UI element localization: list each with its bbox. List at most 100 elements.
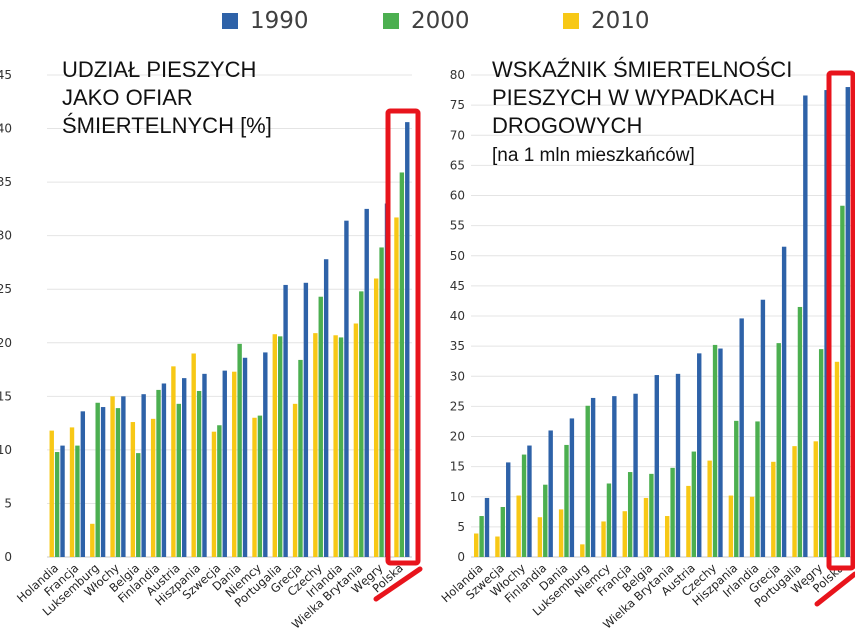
bar-holandia-2010 — [49, 430, 54, 557]
bar-hiszpania-2000 — [734, 420, 739, 557]
bar-grecja-2000 — [298, 359, 303, 557]
bar-grecja-1990 — [781, 246, 787, 557]
y-tick-label-25: 25 — [0, 282, 12, 296]
bar-austria-1990 — [182, 378, 187, 557]
bar-irlandia-1990 — [760, 299, 766, 557]
bar-niemcy-1990 — [612, 396, 617, 557]
y-tick-label-50: 50 — [450, 249, 465, 263]
bar-niemcy-2000 — [257, 415, 263, 557]
bar-irlandia-2010 — [749, 496, 755, 557]
bar-szwecja-2010 — [495, 536, 500, 557]
y-tick-label-35: 35 — [0, 175, 12, 189]
bar-austria-2010 — [686, 485, 691, 557]
bar-irlandia-2000 — [338, 337, 344, 557]
bar-francja-2010 — [69, 427, 75, 557]
bar-portugalia-2000 — [797, 306, 803, 557]
bar-francja-1990 — [633, 393, 638, 557]
bar-holandia-2010 — [474, 533, 479, 557]
chart-pedestrian-share: 051015202530354045HolandiaFrancjaLuksemb… — [0, 68, 423, 632]
legend-item-1990: 1990 — [222, 8, 309, 34]
y-tick-label-45: 45 — [450, 279, 465, 293]
bar-belgia-1990 — [141, 394, 146, 557]
y-axis: 0 5 10 15 20 25 30 35 40 45 50 55 60 65 70 75 80 — [450, 68, 853, 564]
bar-polska-2010 — [394, 217, 399, 558]
legend-swatch-2010 — [563, 13, 579, 29]
bar-polska-2010 — [834, 361, 840, 557]
bar-grecja-2010 — [771, 461, 776, 557]
chart-title-right-line-3: DROGOWYCH — [492, 113, 643, 138]
chart-title-left-line-3: ŚMIERTELNYCH [%] — [62, 113, 272, 138]
bar-finlandia-2000 — [543, 484, 548, 557]
bar-austria-1990 — [697, 353, 702, 557]
bar-wielka-brytania-1990 — [364, 208, 369, 557]
bar-polska-1990 — [845, 87, 850, 558]
bar-szwecja-2000 — [217, 425, 222, 557]
y-tick-label-60: 60 — [450, 189, 465, 203]
highlight-underline-polska — [814, 571, 855, 607]
bar-belgia-2000 — [136, 453, 141, 557]
bar-szwecja-2010 — [211, 431, 217, 557]
bar-niemcy-1990 — [263, 352, 268, 557]
y-tick-label-40: 40 — [0, 122, 12, 136]
bar-holandia-1990 — [484, 497, 490, 557]
bar-francja-2000 — [627, 472, 633, 557]
chart-title-right-line-4: [na 1 mln mieszkańców] — [492, 145, 695, 166]
bar-włochy-2010 — [110, 396, 115, 557]
bar-irlandia-2000 — [755, 421, 760, 557]
bar-hiszpania-1990 — [739, 318, 744, 557]
bar-włochy-1990 — [121, 396, 126, 557]
legend-item-2010: 2010 — [563, 8, 650, 34]
legend-item-2000: 2000 — [383, 8, 470, 34]
legend: 1990 2000 2010 — [0, 8, 855, 38]
bar-finlandia-2000 — [156, 389, 161, 557]
bar-hiszpania-2000 — [196, 390, 202, 557]
y-tick-label-70: 70 — [450, 128, 465, 142]
bar-luksemburg-1990 — [590, 397, 596, 557]
y-tick-label-10: 10 — [0, 443, 12, 457]
chart-title-right-line-1: WSKAŹNIK ŚMIERTELNOŚCI — [492, 57, 793, 82]
bar-holandia-2000 — [479, 516, 484, 557]
legend-swatch-1990 — [222, 13, 238, 29]
bar-czechy-1990 — [323, 259, 329, 557]
bar-polska-2000 — [399, 172, 405, 557]
bar-belgia-2010 — [643, 497, 649, 557]
bar-portugalia-2000 — [277, 336, 283, 557]
bar-luksemburg-1990 — [100, 407, 106, 557]
bar-grecja-2000 — [776, 343, 781, 557]
bar-wielka-brytania-2000 — [670, 467, 675, 557]
bar-szwecja-2000 — [500, 506, 506, 557]
legend-swatch-2000 — [383, 13, 399, 29]
bar-niemcy-2010 — [601, 521, 606, 557]
chart-title-right-line-2: PIESZYCH W WYPADKACH — [492, 85, 776, 110]
bar-irlandia-2010 — [333, 335, 338, 557]
bar-czechy-2000 — [318, 296, 323, 557]
y-tick-label-55: 55 — [450, 219, 465, 233]
y-tick-label-30: 30 — [450, 369, 465, 383]
bar-polska-2000 — [840, 205, 845, 557]
bar-hiszpania-1990 — [202, 373, 207, 557]
bar-finlandia-1990 — [161, 383, 167, 557]
y-tick-label-30: 30 — [0, 229, 12, 243]
bar-hiszpania-2010 — [191, 353, 196, 557]
highlight-underline-polska — [373, 566, 423, 602]
bar-czechy-1990 — [718, 348, 723, 557]
y-tick-label-80: 80 — [450, 68, 465, 82]
y-tick-label-5: 5 — [4, 496, 12, 510]
y-tick-label-40: 40 — [450, 309, 465, 323]
bar-francja-2010 — [622, 511, 627, 557]
legend-label-2010: 2010 — [591, 8, 650, 34]
bar-irlandia-1990 — [344, 220, 349, 557]
bar-portugalia-2010 — [272, 334, 277, 557]
bar-belgia-2010 — [130, 422, 136, 557]
chart-pedestrian-fatality-rate: 05101520253035404550556065707580Holandia… — [439, 68, 855, 632]
bar-luksemburg-2010 — [90, 523, 95, 557]
bar-czechy-2010 — [313, 333, 318, 557]
bar-szwecja-1990 — [222, 370, 227, 557]
bar-austria-2000 — [691, 451, 697, 557]
y-tick-label-0: 0 — [4, 550, 12, 564]
bar-włochy-2000 — [115, 408, 121, 557]
bar-grecja-2010 — [292, 403, 298, 557]
bar-portugalia-1990 — [803, 95, 808, 558]
bar-finlandia-2010 — [150, 418, 156, 557]
legend-label-2000: 2000 — [411, 8, 470, 34]
